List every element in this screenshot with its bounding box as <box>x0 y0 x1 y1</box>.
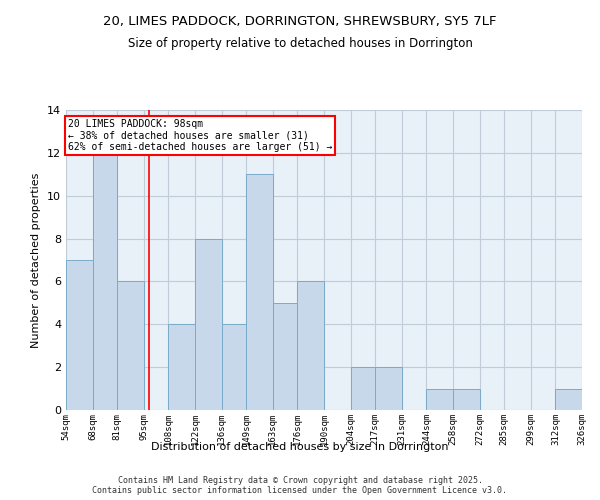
Y-axis label: Number of detached properties: Number of detached properties <box>31 172 41 348</box>
Bar <box>350 367 375 410</box>
Bar <box>427 388 453 410</box>
Text: Size of property relative to detached houses in Dorrington: Size of property relative to detached ho… <box>128 38 472 51</box>
Bar <box>556 388 582 410</box>
Bar <box>117 282 144 410</box>
Text: Distribution of detached houses by size in Dorrington: Distribution of detached houses by size … <box>151 442 449 452</box>
Bar <box>169 324 195 410</box>
Bar <box>66 260 92 410</box>
Bar <box>221 324 246 410</box>
Bar <box>92 153 117 410</box>
Bar <box>298 282 324 410</box>
Bar <box>375 367 402 410</box>
Bar <box>195 238 221 410</box>
Bar <box>273 303 298 410</box>
Text: 20, LIMES PADDOCK, DORRINGTON, SHREWSBURY, SY5 7LF: 20, LIMES PADDOCK, DORRINGTON, SHREWSBUR… <box>103 15 497 28</box>
Bar <box>246 174 273 410</box>
Text: Contains HM Land Registry data © Crown copyright and database right 2025.
Contai: Contains HM Land Registry data © Crown c… <box>92 476 508 495</box>
Text: 20 LIMES PADDOCK: 98sqm
← 38% of detached houses are smaller (31)
62% of semi-de: 20 LIMES PADDOCK: 98sqm ← 38% of detache… <box>68 118 332 152</box>
Bar <box>453 388 479 410</box>
